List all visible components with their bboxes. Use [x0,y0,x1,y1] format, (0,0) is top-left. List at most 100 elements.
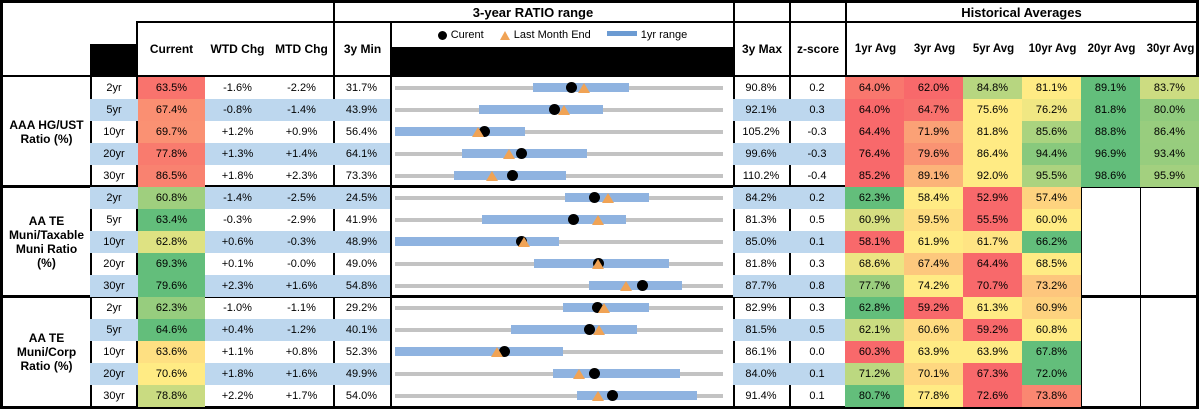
wtd-chg-cell[interactable]: +1.2% [221,126,254,138]
avg-cell-3yr-avg[interactable]: 79.6% [904,143,963,165]
avg-cell-5yr-avg[interactable]: 92.0% [963,165,1022,187]
3y-min-cell[interactable]: 43.9% [345,104,378,116]
avg-cell-30yr-avg[interactable]: 95.9% [1140,165,1199,187]
avg-cell-10yr-avg[interactable]: 60.8% [1022,319,1081,341]
avg-cell-20yr-avg[interactable] [1081,363,1140,385]
z-score-cell[interactable]: 0.5 [809,214,825,226]
mtd-chg-cell[interactable]: +0.8% [285,346,318,358]
tenor-cell[interactable]: 10yr [103,126,125,138]
z-score-cell[interactable]: 0.0 [809,346,825,358]
wtd-chg-cell[interactable]: +0.4% [221,324,254,336]
avg-cell-5yr-avg[interactable]: 84.8% [963,77,1022,99]
avg-column-header-1[interactable]: 1yr Avg [854,43,897,55]
group-label[interactable]: AA TE Muni/Taxable Muni Ratio (%) [8,214,85,270]
avg-cell-5yr-avg[interactable]: 75.6% [963,99,1022,121]
wtd-chg-cell[interactable]: -1.0% [223,302,252,314]
group-label[interactable]: AA TE Muni/Corp Ratio (%) [16,331,77,373]
avg-cell-10yr-avg[interactable]: 76.2% [1022,99,1081,121]
avg-cell-5yr-avg[interactable]: 81.8% [963,121,1022,143]
mtd-chg-cell[interactable]: -1.1% [287,302,316,314]
3y-min-cell[interactable]: 52.3% [345,346,378,358]
current-cell[interactable]: 64.6% [138,319,205,341]
avg-cell-20yr-avg[interactable]: 81.8% [1081,99,1140,121]
mtd-chg-cell[interactable]: -0.0% [287,258,316,270]
avg-cell-10yr-avg[interactable]: 67.8% [1022,341,1081,363]
3y-max-cell[interactable]: 110.2% [742,170,780,182]
current-cell[interactable]: 63.6% [138,341,205,363]
3y-max-cell[interactable]: 99.6% [745,148,777,160]
wtd-chg-cell[interactable]: +1.8% [221,170,254,182]
wtd-chg-cell[interactable]: +2.2% [221,390,254,402]
3y-max-cell[interactable]: 85.0% [745,236,777,248]
avg-cell-1yr-avg[interactable]: 64.4% [845,121,904,143]
avg-cell-5yr-avg[interactable]: 64.4% [963,253,1022,275]
z-score-cell[interactable]: -0.3 [807,148,827,160]
avg-cell-3yr-avg[interactable]: 60.6% [904,319,963,341]
avg-cell-5yr-avg[interactable]: 61.7% [963,231,1022,253]
avg-cell-10yr-avg[interactable]: 72.0% [1022,363,1081,385]
mtd-chg-cell[interactable]: -1.2% [287,324,316,336]
3y-min-cell[interactable]: 64.1% [345,148,378,160]
z-score-cell[interactable]: 0.1 [809,368,825,380]
avg-cell-3yr-avg[interactable]: 67.4% [904,253,963,275]
avg-cell-20yr-avg[interactable] [1081,319,1140,341]
avg-cell-20yr-avg[interactable] [1081,209,1140,231]
avg-cell-20yr-avg[interactable] [1081,231,1140,253]
avg-cell-30yr-avg[interactable] [1140,363,1199,385]
current-cell[interactable]: 86.5% [138,165,205,187]
avg-cell-5yr-avg[interactable]: 55.5% [963,209,1022,231]
mtd-chg-cell[interactable]: -1.4% [287,104,316,116]
current-cell[interactable]: 77.8% [138,143,205,165]
wtd-chg-cell[interactable]: +1.1% [221,346,254,358]
tenor-cell[interactable]: 5yr [106,214,122,226]
avg-cell-30yr-avg[interactable] [1140,231,1199,253]
3y-min-cell[interactable]: 56.4% [345,126,378,138]
avg-cell-1yr-avg[interactable]: 60.3% [845,341,904,363]
avg-cell-30yr-avg[interactable] [1140,297,1199,319]
wtd-chg-cell[interactable]: +1.8% [221,368,254,380]
avg-cell-10yr-avg[interactable]: 73.2% [1022,275,1081,297]
3y-max-cell[interactable]: 84.0% [745,368,777,380]
avg-cell-3yr-avg[interactable]: 62.0% [904,77,963,99]
avg-cell-3yr-avg[interactable]: 89.1% [904,165,963,187]
avg-cell-3yr-avg[interactable]: 70.1% [904,363,963,385]
avg-cell-20yr-avg[interactable]: 98.6% [1081,165,1140,187]
avg-cell-1yr-avg[interactable]: 58.1% [845,231,904,253]
3y-min-cell[interactable]: 49.9% [345,368,378,380]
avg-cell-5yr-avg[interactable]: 63.9% [963,341,1022,363]
avg-cell-3yr-avg[interactable]: 59.5% [904,209,963,231]
current-cell[interactable]: 60.8% [138,187,205,209]
avg-cell-5yr-avg[interactable]: 59.2% [963,319,1022,341]
avg-cell-1yr-avg[interactable]: 62.1% [845,319,904,341]
mtd-chg-cell[interactable]: +2.3% [285,170,318,182]
avg-column-header-5[interactable]: 20yr Avg [1087,43,1136,55]
tenor-cell[interactable]: 10yr [103,236,125,248]
3y-max-cell[interactable]: 84.2% [745,192,777,204]
current-cell[interactable]: 70.6% [138,363,205,385]
avg-cell-30yr-avg[interactable]: 80.0% [1140,99,1199,121]
avg-cell-20yr-avg[interactable]: 96.9% [1081,143,1140,165]
avg-column-header-4[interactable]: 10yr Avg [1028,43,1077,55]
avg-cell-20yr-avg[interactable] [1081,187,1140,209]
avg-cell-3yr-avg[interactable]: 77.8% [904,385,963,407]
avg-cell-1yr-avg[interactable]: 64.0% [845,77,904,99]
avg-cell-30yr-avg[interactable]: 83.7% [1140,77,1199,99]
mtd-chg-cell[interactable]: +1.6% [285,368,318,380]
mtd-chg-cell[interactable]: +1.6% [285,280,318,292]
3y-max-cell[interactable]: 91.4% [745,390,777,402]
z-score-cell[interactable]: 0.3 [809,302,825,314]
3y-min-cell[interactable]: 48.9% [345,236,378,248]
avg-cell-30yr-avg[interactable] [1140,385,1199,407]
avg-cell-10yr-avg[interactable]: 60.9% [1022,297,1081,319]
avg-cell-30yr-avg[interactable] [1140,275,1199,297]
avg-cell-3yr-avg[interactable]: 59.2% [904,297,963,319]
avg-cell-1yr-avg[interactable]: 76.4% [845,143,904,165]
3y-max-cell[interactable]: 86.1% [745,346,777,358]
avg-cell-5yr-avg[interactable]: 72.6% [963,385,1022,407]
current-cell[interactable]: 69.3% [138,253,205,275]
avg-cell-10yr-avg[interactable]: 60.0% [1022,209,1081,231]
avg-cell-1yr-avg[interactable]: 64.0% [845,99,904,121]
current-cell[interactable]: 78.8% [138,385,205,407]
avg-cell-3yr-avg[interactable]: 74.2% [904,275,963,297]
current-cell[interactable]: 69.7% [138,121,205,143]
